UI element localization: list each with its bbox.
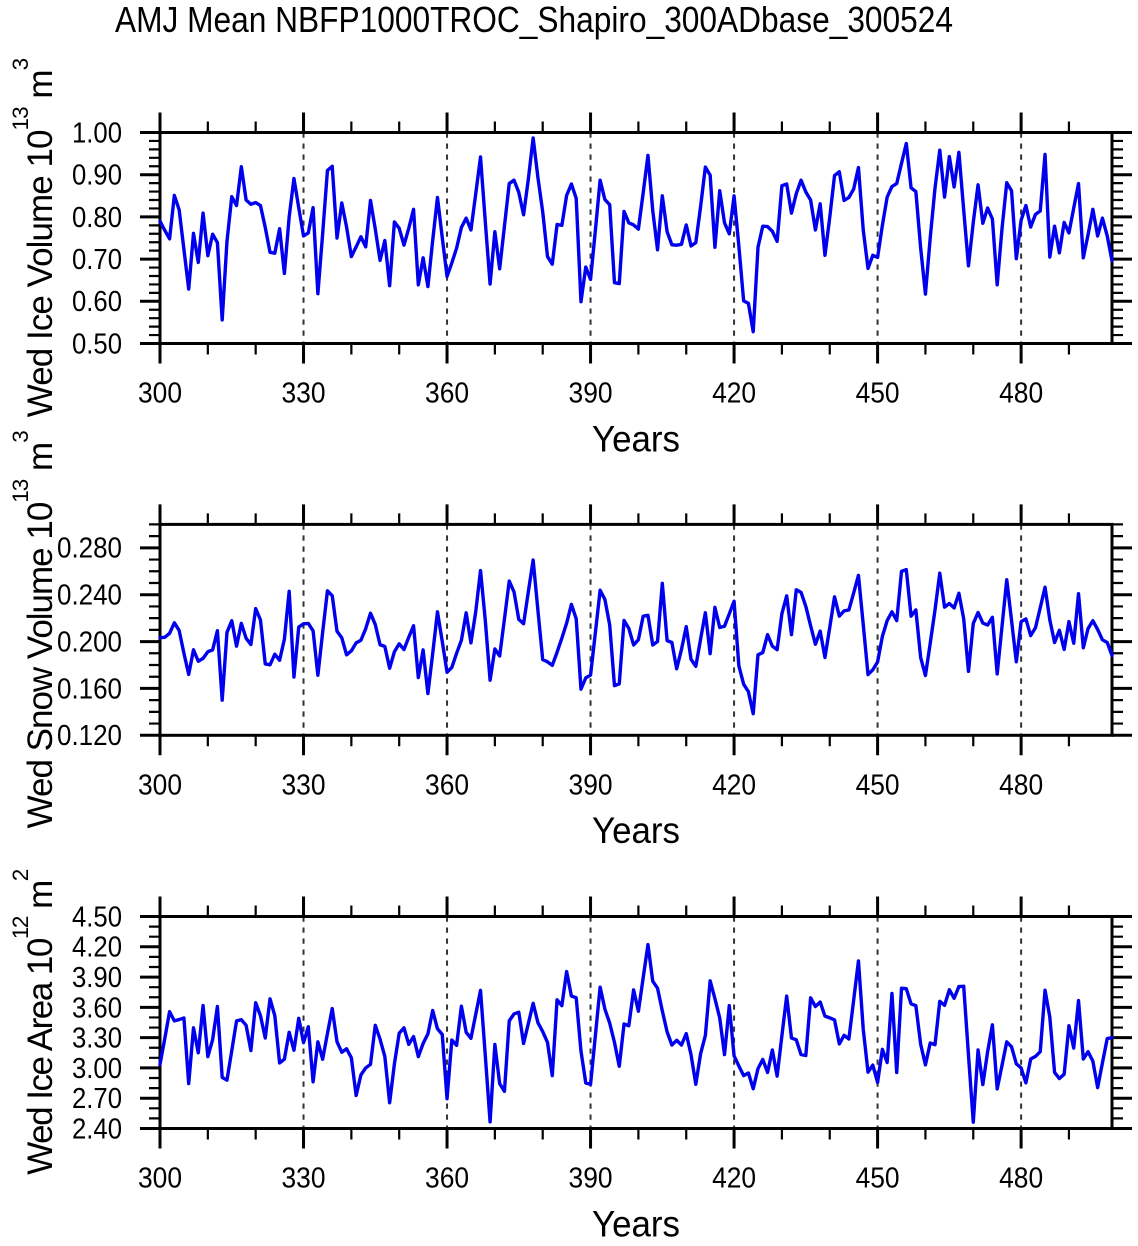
svg-text:300: 300 bbox=[138, 769, 182, 801]
svg-text:300: 300 bbox=[138, 1163, 182, 1195]
svg-text:0.50: 0.50 bbox=[72, 328, 122, 360]
svg-text:2.70: 2.70 bbox=[72, 1083, 122, 1115]
svg-text:AMJ Mean NBFP1000TROC_Shapiro_: AMJ Mean NBFP1000TROC_Shapiro_300ADbase_… bbox=[115, 0, 953, 40]
svg-text:360: 360 bbox=[425, 378, 469, 410]
svg-text:4.50: 4.50 bbox=[72, 901, 122, 933]
svg-text:Years: Years bbox=[592, 810, 680, 851]
svg-text:480: 480 bbox=[999, 378, 1043, 410]
svg-text:0.60: 0.60 bbox=[72, 286, 122, 318]
svg-text:0.80: 0.80 bbox=[72, 202, 122, 234]
svg-text:450: 450 bbox=[856, 1163, 900, 1195]
svg-text:3.90: 3.90 bbox=[72, 962, 122, 994]
svg-text:0.160: 0.160 bbox=[57, 673, 122, 705]
svg-text:330: 330 bbox=[282, 769, 326, 801]
svg-text:0.240: 0.240 bbox=[57, 580, 122, 612]
svg-text:Years: Years bbox=[592, 418, 680, 459]
svg-text:480: 480 bbox=[999, 1163, 1043, 1195]
svg-text:330: 330 bbox=[282, 1163, 326, 1195]
svg-text:360: 360 bbox=[425, 769, 469, 801]
svg-text:420: 420 bbox=[712, 378, 756, 410]
svg-text:420: 420 bbox=[712, 1163, 756, 1195]
svg-text:Wed Ice Volume 1013 m3: Wed Ice Volume 1013 m3 bbox=[8, 58, 60, 417]
svg-text:300: 300 bbox=[138, 378, 182, 410]
svg-text:2.40: 2.40 bbox=[72, 1113, 122, 1145]
svg-text:Wed Ice Area 1012 m2: Wed Ice Area 1012 m2 bbox=[8, 869, 60, 1175]
svg-text:330: 330 bbox=[282, 378, 326, 410]
svg-text:0.120: 0.120 bbox=[57, 720, 122, 752]
svg-text:0.90: 0.90 bbox=[72, 160, 122, 192]
svg-text:3.30: 3.30 bbox=[72, 1023, 122, 1055]
svg-text:450: 450 bbox=[856, 769, 900, 801]
svg-text:Years: Years bbox=[592, 1203, 680, 1241]
svg-text:1.00: 1.00 bbox=[72, 117, 122, 149]
svg-text:0.200: 0.200 bbox=[57, 626, 122, 658]
svg-text:390: 390 bbox=[569, 769, 613, 801]
svg-text:390: 390 bbox=[569, 1163, 613, 1195]
svg-text:360: 360 bbox=[425, 1163, 469, 1195]
svg-text:3.60: 3.60 bbox=[72, 992, 122, 1024]
svg-text:3.00: 3.00 bbox=[72, 1053, 122, 1085]
svg-text:0.280: 0.280 bbox=[57, 533, 122, 565]
svg-text:480: 480 bbox=[999, 769, 1043, 801]
svg-text:Wed Snow Volume 1013 m3: Wed Snow Volume 1013 m3 bbox=[8, 431, 60, 829]
svg-text:390: 390 bbox=[569, 378, 613, 410]
svg-text:450: 450 bbox=[856, 378, 900, 410]
svg-text:4.20: 4.20 bbox=[72, 932, 122, 964]
svg-text:0.70: 0.70 bbox=[72, 244, 122, 276]
svg-text:420: 420 bbox=[712, 769, 756, 801]
